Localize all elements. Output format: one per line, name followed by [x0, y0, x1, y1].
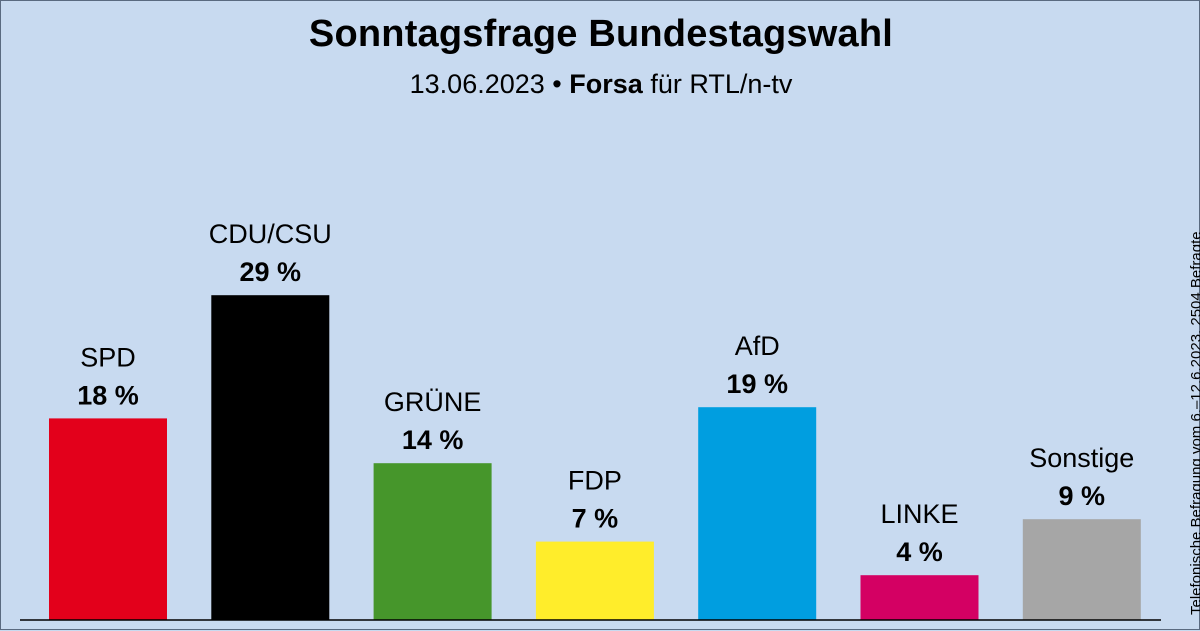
bar-afd: [698, 407, 817, 620]
poll-date: 13.06.2023: [409, 69, 545, 99]
value-label-fdp: 7 %: [572, 504, 619, 534]
value-label-cdu-csu: 29 %: [240, 257, 302, 287]
party-label-spd: SPD: [80, 342, 136, 372]
chart-title: Sonntagsfrage Bundestagswahl: [308, 13, 894, 55]
bar-sonstige: [1022, 519, 1141, 620]
bar-linke: [860, 575, 979, 620]
bar-cdu-csu: [211, 295, 330, 620]
bar-fdp: [535, 541, 654, 620]
chart-subtitle: 13.06.2023 • Forsa für RTL/n-tv: [1, 69, 1200, 100]
poll-client: für RTL/n-tv: [650, 69, 793, 99]
party-label-afd: AfD: [735, 331, 780, 361]
poll-institute: Forsa: [569, 69, 643, 99]
value-label-linke: 4 %: [896, 537, 943, 567]
bar-grüne: [373, 463, 492, 620]
bar-spd: [49, 418, 167, 620]
value-label-afd: 19 %: [726, 369, 788, 399]
value-label-grüne: 14 %: [402, 425, 464, 455]
survey-note: Telefonische Befragung vom 6.–12.6.2023,…: [1188, 231, 1200, 615]
party-label-sonstige: Sonstige: [1029, 443, 1134, 473]
party-label-cdu-csu: CDU/CSU: [209, 219, 332, 249]
party-label-linke: LINKE: [880, 499, 958, 529]
value-label-spd: 18 %: [77, 380, 139, 410]
value-label-sonstige: 9 %: [1059, 481, 1106, 511]
bars-group: 18 % SPD 29 % CDU/CSU 14 % GRÜNE 7 % FDP 19 % AfD…: [49, 219, 1141, 620]
subtitle-separator: •: [552, 69, 562, 99]
party-label-fdp: FDP: [568, 466, 622, 496]
party-label-grüne: GRÜNE: [384, 387, 482, 417]
